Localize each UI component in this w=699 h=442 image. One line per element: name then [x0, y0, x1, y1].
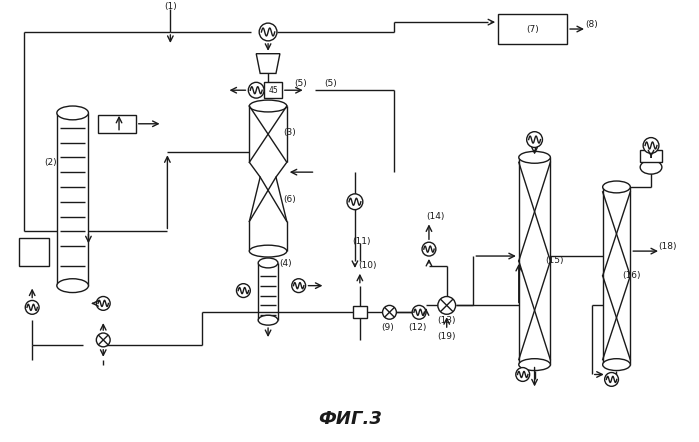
Text: (7): (7): [526, 24, 539, 34]
Circle shape: [248, 82, 264, 98]
Text: (2): (2): [45, 158, 57, 167]
Bar: [640, 150, 662, 162]
Bar: [99, 115, 136, 133]
Circle shape: [25, 301, 39, 314]
Text: (15): (15): [545, 256, 563, 266]
Text: (1): (1): [164, 2, 177, 11]
Text: (14): (14): [426, 212, 445, 221]
Circle shape: [236, 284, 250, 297]
Circle shape: [605, 373, 619, 386]
Ellipse shape: [258, 315, 278, 325]
Ellipse shape: [519, 359, 550, 370]
Circle shape: [422, 242, 436, 256]
Ellipse shape: [250, 100, 287, 112]
Circle shape: [96, 333, 110, 347]
Ellipse shape: [57, 106, 89, 120]
Text: (3): (3): [283, 128, 296, 137]
Circle shape: [643, 137, 659, 153]
Circle shape: [516, 368, 530, 381]
Text: 45: 45: [268, 86, 278, 95]
Text: (11): (11): [352, 237, 371, 246]
Text: (19): (19): [438, 332, 456, 342]
Ellipse shape: [640, 160, 662, 174]
Circle shape: [347, 194, 363, 210]
Circle shape: [291, 279, 305, 293]
Circle shape: [96, 297, 110, 310]
Text: (8): (8): [586, 19, 598, 29]
Text: (9): (9): [381, 323, 394, 332]
Text: (4): (4): [280, 259, 292, 268]
Text: (5): (5): [294, 79, 307, 88]
Circle shape: [412, 305, 426, 319]
Ellipse shape: [519, 152, 550, 163]
Bar: [264, 82, 282, 98]
Ellipse shape: [250, 245, 287, 257]
Text: (10): (10): [359, 261, 377, 271]
Bar: [353, 306, 367, 318]
Circle shape: [259, 23, 277, 41]
Bar: [20, 238, 49, 266]
Polygon shape: [257, 53, 280, 73]
Ellipse shape: [603, 359, 630, 370]
Text: (5): (5): [324, 79, 337, 88]
Text: (16): (16): [622, 271, 640, 280]
Ellipse shape: [57, 279, 89, 293]
Ellipse shape: [603, 181, 630, 193]
Circle shape: [526, 132, 542, 148]
Text: (6): (6): [283, 195, 296, 204]
Ellipse shape: [258, 258, 278, 268]
Bar: [498, 14, 567, 44]
Text: (13): (13): [438, 316, 456, 325]
Text: (18): (18): [658, 242, 677, 251]
Text: ФИГ.3: ФИГ.3: [318, 410, 382, 428]
Circle shape: [438, 297, 456, 314]
Circle shape: [382, 305, 396, 319]
Text: (12): (12): [408, 323, 426, 332]
